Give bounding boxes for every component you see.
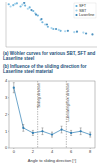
plot-area	[13, 81, 92, 148]
point	[23, 2, 25, 4]
point	[89, 134, 91, 136]
point	[30, 9, 32, 11]
point	[73, 31, 75, 33]
point	[60, 128, 62, 130]
point	[76, 31, 78, 33]
y-tick	[8, 148, 9, 149]
point	[64, 30, 66, 32]
point	[39, 19, 41, 21]
point	[29, 6, 31, 8]
point	[22, 127, 24, 129]
y-tick-label: 4	[5, 78, 8, 83]
legend: SFTSBTLaserline	[74, 3, 96, 18]
y-tick	[8, 131, 9, 132]
line-chart: 0 1 2 3 4 0 2 4 6 8 Angle to sliding direction [°]…	[0, 78, 100, 168]
caption: (b) Influence of the sliding direction f…	[3, 64, 97, 74]
y-tick-label: 1	[5, 129, 8, 134]
legend-box	[74, 3, 96, 18]
point	[19, 5, 21, 7]
error-bar	[89, 132, 91, 137]
x-tick-label: 8	[89, 149, 92, 154]
y-tick-label: 0	[5, 145, 8, 150]
y-tick	[8, 114, 9, 115]
error-bar	[32, 130, 34, 135]
annotation-label: Sliding direction	[37, 83, 41, 108]
y-tick-label: 2	[5, 112, 8, 117]
error-bar	[61, 126, 63, 133]
caption: (a) Wöhler curves for various SBT, SFT a…	[3, 51, 97, 61]
point	[47, 26, 49, 28]
point	[50, 27, 52, 29]
point	[55, 28, 57, 30]
legend-label: SBT	[79, 9, 87, 13]
point	[35, 14, 37, 16]
plot-frame	[9, 81, 95, 148]
error-bar	[41, 128, 43, 135]
point	[27, 8, 29, 10]
point	[12, 4, 14, 6]
x-tick-label: 2	[32, 149, 35, 154]
point	[82, 31, 84, 33]
point	[32, 132, 34, 134]
legend-marker	[75, 5, 77, 7]
y-tick	[8, 81, 9, 82]
x-axis-label: Angle to sliding direction [°]	[28, 158, 76, 163]
legend-label: Laserline	[79, 13, 94, 17]
y-tick-label: 3	[5, 95, 8, 100]
line	[14, 88, 90, 135]
point	[67, 30, 69, 32]
y-tick	[8, 97, 9, 98]
point	[14, 3, 16, 5]
point	[51, 134, 53, 136]
error-bar	[13, 83, 15, 93]
point	[46, 23, 48, 25]
legend-label: SFT	[79, 4, 87, 8]
point	[80, 130, 82, 132]
point	[85, 32, 87, 34]
legend-marker	[75, 9, 77, 11]
scatter-chart: SFTSBTLaserline	[0, 0, 100, 50]
point	[9, 5, 11, 7]
point	[41, 130, 43, 132]
y-axis	[6, 2, 7, 47]
x-tick-label: 4	[51, 149, 54, 154]
annotation-label: Lubricating flow direction	[66, 83, 70, 122]
point	[8, 3, 10, 5]
point	[13, 87, 15, 89]
x-tick-label: 0	[13, 149, 16, 154]
error-bar	[22, 125, 24, 132]
plot-area	[8, 2, 94, 36]
point	[40, 18, 42, 20]
legend-marker	[75, 14, 77, 16]
x-axis	[6, 47, 97, 48]
point	[21, 4, 23, 6]
error-bar	[70, 130, 72, 135]
point	[58, 29, 60, 31]
point	[70, 132, 72, 134]
point	[24, 5, 26, 7]
x-tick-label: 6	[70, 149, 73, 154]
point	[91, 33, 93, 35]
error-bar	[80, 128, 82, 135]
error-bar	[51, 132, 53, 137]
point	[41, 21, 43, 23]
